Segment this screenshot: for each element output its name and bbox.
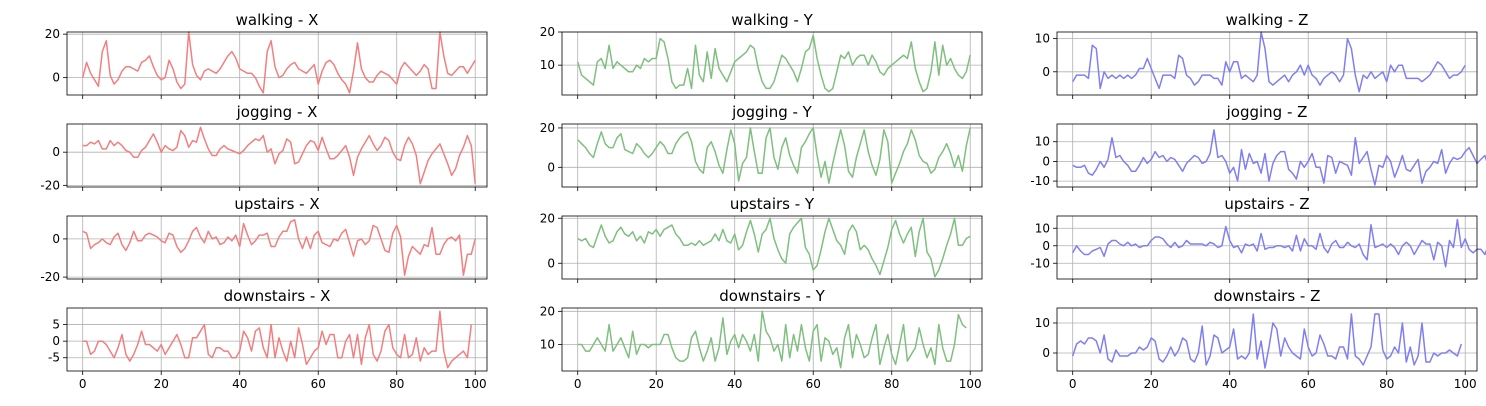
y-tick-label: 0 [1042,346,1050,360]
y-tick-label: 0 [547,256,555,270]
axes-frame [1056,215,1478,280]
x-tick-label: 60 [806,377,821,391]
subplot-title: jogging - Z [1226,103,1308,121]
x-tick-label: 0 [1069,377,1077,391]
y-tick-label: 10 [1035,135,1050,149]
y-tick-label: 0 [1042,154,1050,168]
subplot-1: 10 20 walking - Y [540,11,983,99]
series-line [1072,31,1466,93]
subplot-2: 0 10 walking - Z [1035,11,1478,99]
y-tick-label: 20 [540,304,555,318]
subplot-title: downstairs - Z [1214,287,1321,305]
axes-frame [66,215,488,280]
y-tick-label: 20 [45,27,60,41]
y-tick-label: -10 [1030,256,1050,270]
y-tick-label: 0 [1042,239,1050,253]
y-tick-label: 20 [540,121,555,135]
y-tick-label: 5 [52,318,60,332]
axes-frame [66,31,488,96]
axes-frame [561,31,983,96]
axes-frame [66,307,488,372]
axes-frame [66,123,488,188]
y-tick-label: 10 [540,337,555,351]
y-tick-label: 10 [1035,32,1050,46]
y-tick-label: -10 [1030,174,1050,188]
series-line [82,126,476,185]
x-tick-label: 40 [232,377,247,391]
axes-frame [561,307,983,372]
y-tick-label: -5 [48,351,60,365]
series-line [577,127,971,184]
subplot-9: 0 20 40 60 80 100 -5 0 5 downstairs - X [48,287,488,391]
y-tick-label: 0 [547,160,555,174]
y-tick-label: 20 [540,25,555,39]
subplot-title: downstairs - Y [719,287,825,305]
x-tick-label: 100 [1454,377,1477,391]
y-tick-label: 0 [52,334,60,348]
x-tick-label: 20 [154,377,169,391]
y-tick-label: 10 [1035,316,1050,330]
x-tick-label: 100 [959,377,982,391]
x-tick-label: 0 [79,377,87,391]
x-tick-label: 0 [574,377,582,391]
subplot-title: walking - Y [731,11,813,29]
subplot-title: upstairs - Y [730,195,815,213]
series-line [576,34,971,93]
series-line [1072,129,1486,186]
x-tick-label: 100 [464,377,487,391]
x-tick-label: 20 [1144,377,1159,391]
subplot-6: -20 0 upstairs - X [40,195,488,284]
axes-frame [1056,307,1478,372]
subplot-8: -10 0 10 upstairs - Z [1030,195,1486,283]
subplot-11: 0 20 40 60 80 100 0 10 downstairs - Z [1035,287,1478,391]
axes-frame [561,215,983,280]
y-tick-label: 0 [52,71,60,85]
subplot-title: jogging - X [236,103,318,121]
series-line [82,310,473,369]
y-tick-label: 10 [1035,221,1050,235]
series-line [82,219,476,276]
axes-frame [561,123,983,188]
y-tick-label: -20 [40,270,60,284]
y-tick-label: -20 [40,178,60,192]
subplot-title: upstairs - Z [1224,195,1309,213]
subplot-title: walking - X [236,11,319,29]
series-line [1071,313,1463,369]
subplot-title: walking - Z [1226,11,1309,29]
x-tick-label: 80 [389,377,404,391]
subplot-title: upstairs - X [234,195,319,213]
axes-frame [1056,31,1478,96]
subplot-10: 0 20 40 60 80 100 10 20 downstairs - Y [540,287,983,391]
series-line [577,310,967,369]
x-tick-label: 40 [1222,377,1237,391]
y-tick-label: 0 [52,145,60,159]
series-line [81,31,476,94]
axes-frame [1056,123,1478,188]
y-tick-label: 0 [1042,65,1050,79]
series-line [577,217,971,278]
x-tick-label: 20 [649,377,664,391]
subplot-title: jogging - Y [731,103,813,121]
subplot-5: -10 0 10 jogging - Z [1030,103,1486,191]
y-tick-label: 10 [540,58,555,72]
series-line [1072,218,1486,268]
subplot-4: 0 20 jogging - Y [540,103,983,191]
x-tick-label: 80 [1379,377,1394,391]
x-tick-label: 80 [884,377,899,391]
subplot-title: downstairs - X [224,287,331,305]
subplot-7: 0 20 upstairs - Y [540,195,983,283]
x-tick-label: 40 [727,377,742,391]
y-tick-label: 20 [540,211,555,225]
y-tick-label: 0 [52,232,60,246]
subplot-0: 0 20 walking - X [45,11,488,99]
x-tick-label: 60 [311,377,326,391]
subplot-3: -20 0 jogging - X [40,103,488,192]
x-tick-label: 60 [1301,377,1316,391]
